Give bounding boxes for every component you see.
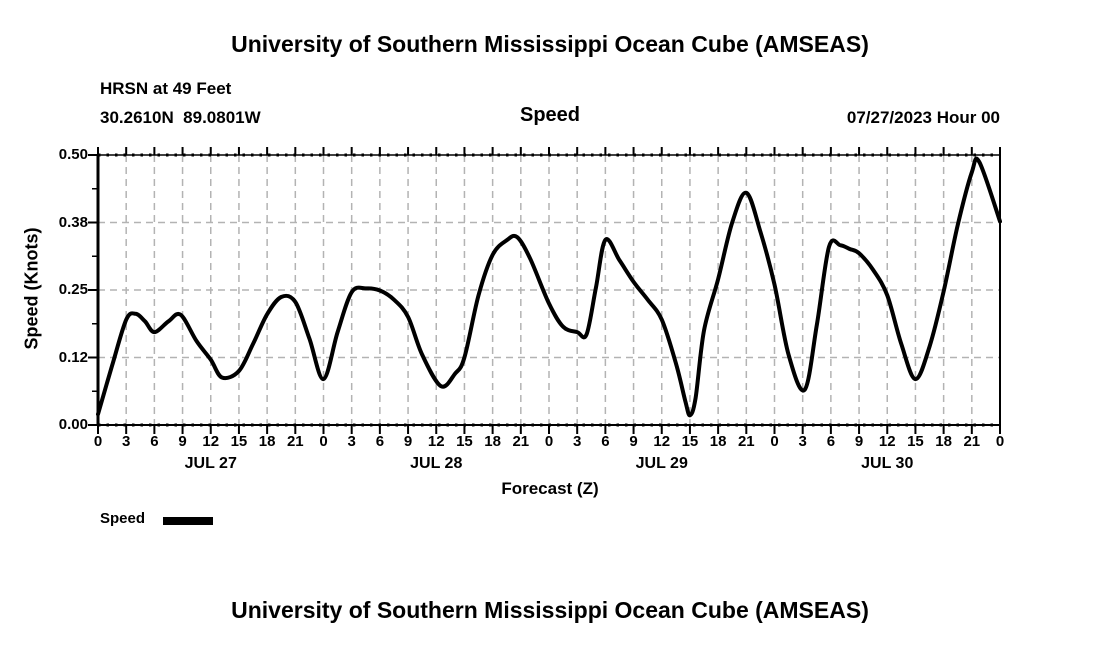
x-tick-label: 9 (629, 433, 638, 450)
y-tick-label: 0.12 (58, 348, 88, 366)
station-name: HRSN at 49 Feet (100, 79, 232, 98)
y-tick-label: 0.25 (58, 281, 88, 298)
x-tick-label: 18 (484, 433, 501, 450)
y-tick-label: 0.00 (58, 416, 88, 433)
x-day-label: JUL 27 (184, 455, 237, 472)
legend-line-swatch (163, 517, 213, 525)
station-coordinates: 30.2610N 89.0801W (100, 108, 261, 127)
x-tick-label: 21 (512, 433, 530, 450)
x-tick-label: 9 (403, 433, 413, 450)
x-tick-label: 15 (681, 433, 699, 450)
x-tick-label: 0 (544, 433, 554, 450)
x-tick-label: 12 (427, 433, 445, 450)
x-tick-label: 0 (995, 433, 1005, 450)
x-tick-label: 0 (93, 433, 103, 450)
x-tick-label: 3 (573, 433, 582, 450)
x-day-label: JUL 28 (410, 455, 463, 472)
x-tick-label: 9 (854, 433, 864, 450)
x-tick-label: 15 (907, 433, 924, 450)
x-tick-label: 0 (770, 433, 779, 450)
x-tick-label: 15 (456, 433, 473, 450)
x-tick-label: 12 (878, 433, 896, 450)
x-tick-label: 6 (601, 433, 610, 450)
x-tick-label: 12 (653, 433, 671, 450)
forecast-datetime: 07/27/2023 Hour 00 (846, 108, 1000, 127)
x-tick-label: 15 (230, 433, 248, 450)
x-tick-label: 9 (178, 433, 187, 450)
x-tick-label: 6 (150, 433, 159, 450)
chart-subtitle: Speed (519, 104, 581, 126)
x-tick-label: 18 (258, 433, 276, 450)
x-tick-label: 18 (709, 433, 727, 450)
legend-label: Speed (100, 510, 146, 527)
chart-bottom-title: University of Southern Mississippi Ocean… (231, 597, 869, 623)
x-tick-label: 3 (122, 433, 131, 450)
speed-series-line (96, 156, 1002, 418)
x-tick-label: 3 (347, 433, 356, 450)
x-tick-label: 21 (737, 433, 755, 450)
x-tick-label: 6 (375, 433, 385, 450)
x-tick-label: 18 (935, 433, 952, 450)
x-tick-label: 12 (202, 433, 220, 450)
x-tick-label: 3 (798, 433, 807, 450)
x-tick-label: 6 (826, 433, 836, 450)
chart-top-title: University of Southern Mississippi Ocean… (231, 31, 869, 57)
x-day-label: JUL 29 (635, 455, 688, 472)
x-axis-title: Forecast (Z) (501, 479, 599, 498)
x-tick-label: 0 (319, 433, 328, 450)
x-tick-label: 21 (963, 433, 981, 450)
y-tick-label: 0.50 (58, 146, 88, 163)
x-tick-label: 21 (286, 433, 304, 450)
y-tick-label: 0.38 (58, 213, 88, 231)
x-day-label: JUL 30 (861, 455, 914, 472)
